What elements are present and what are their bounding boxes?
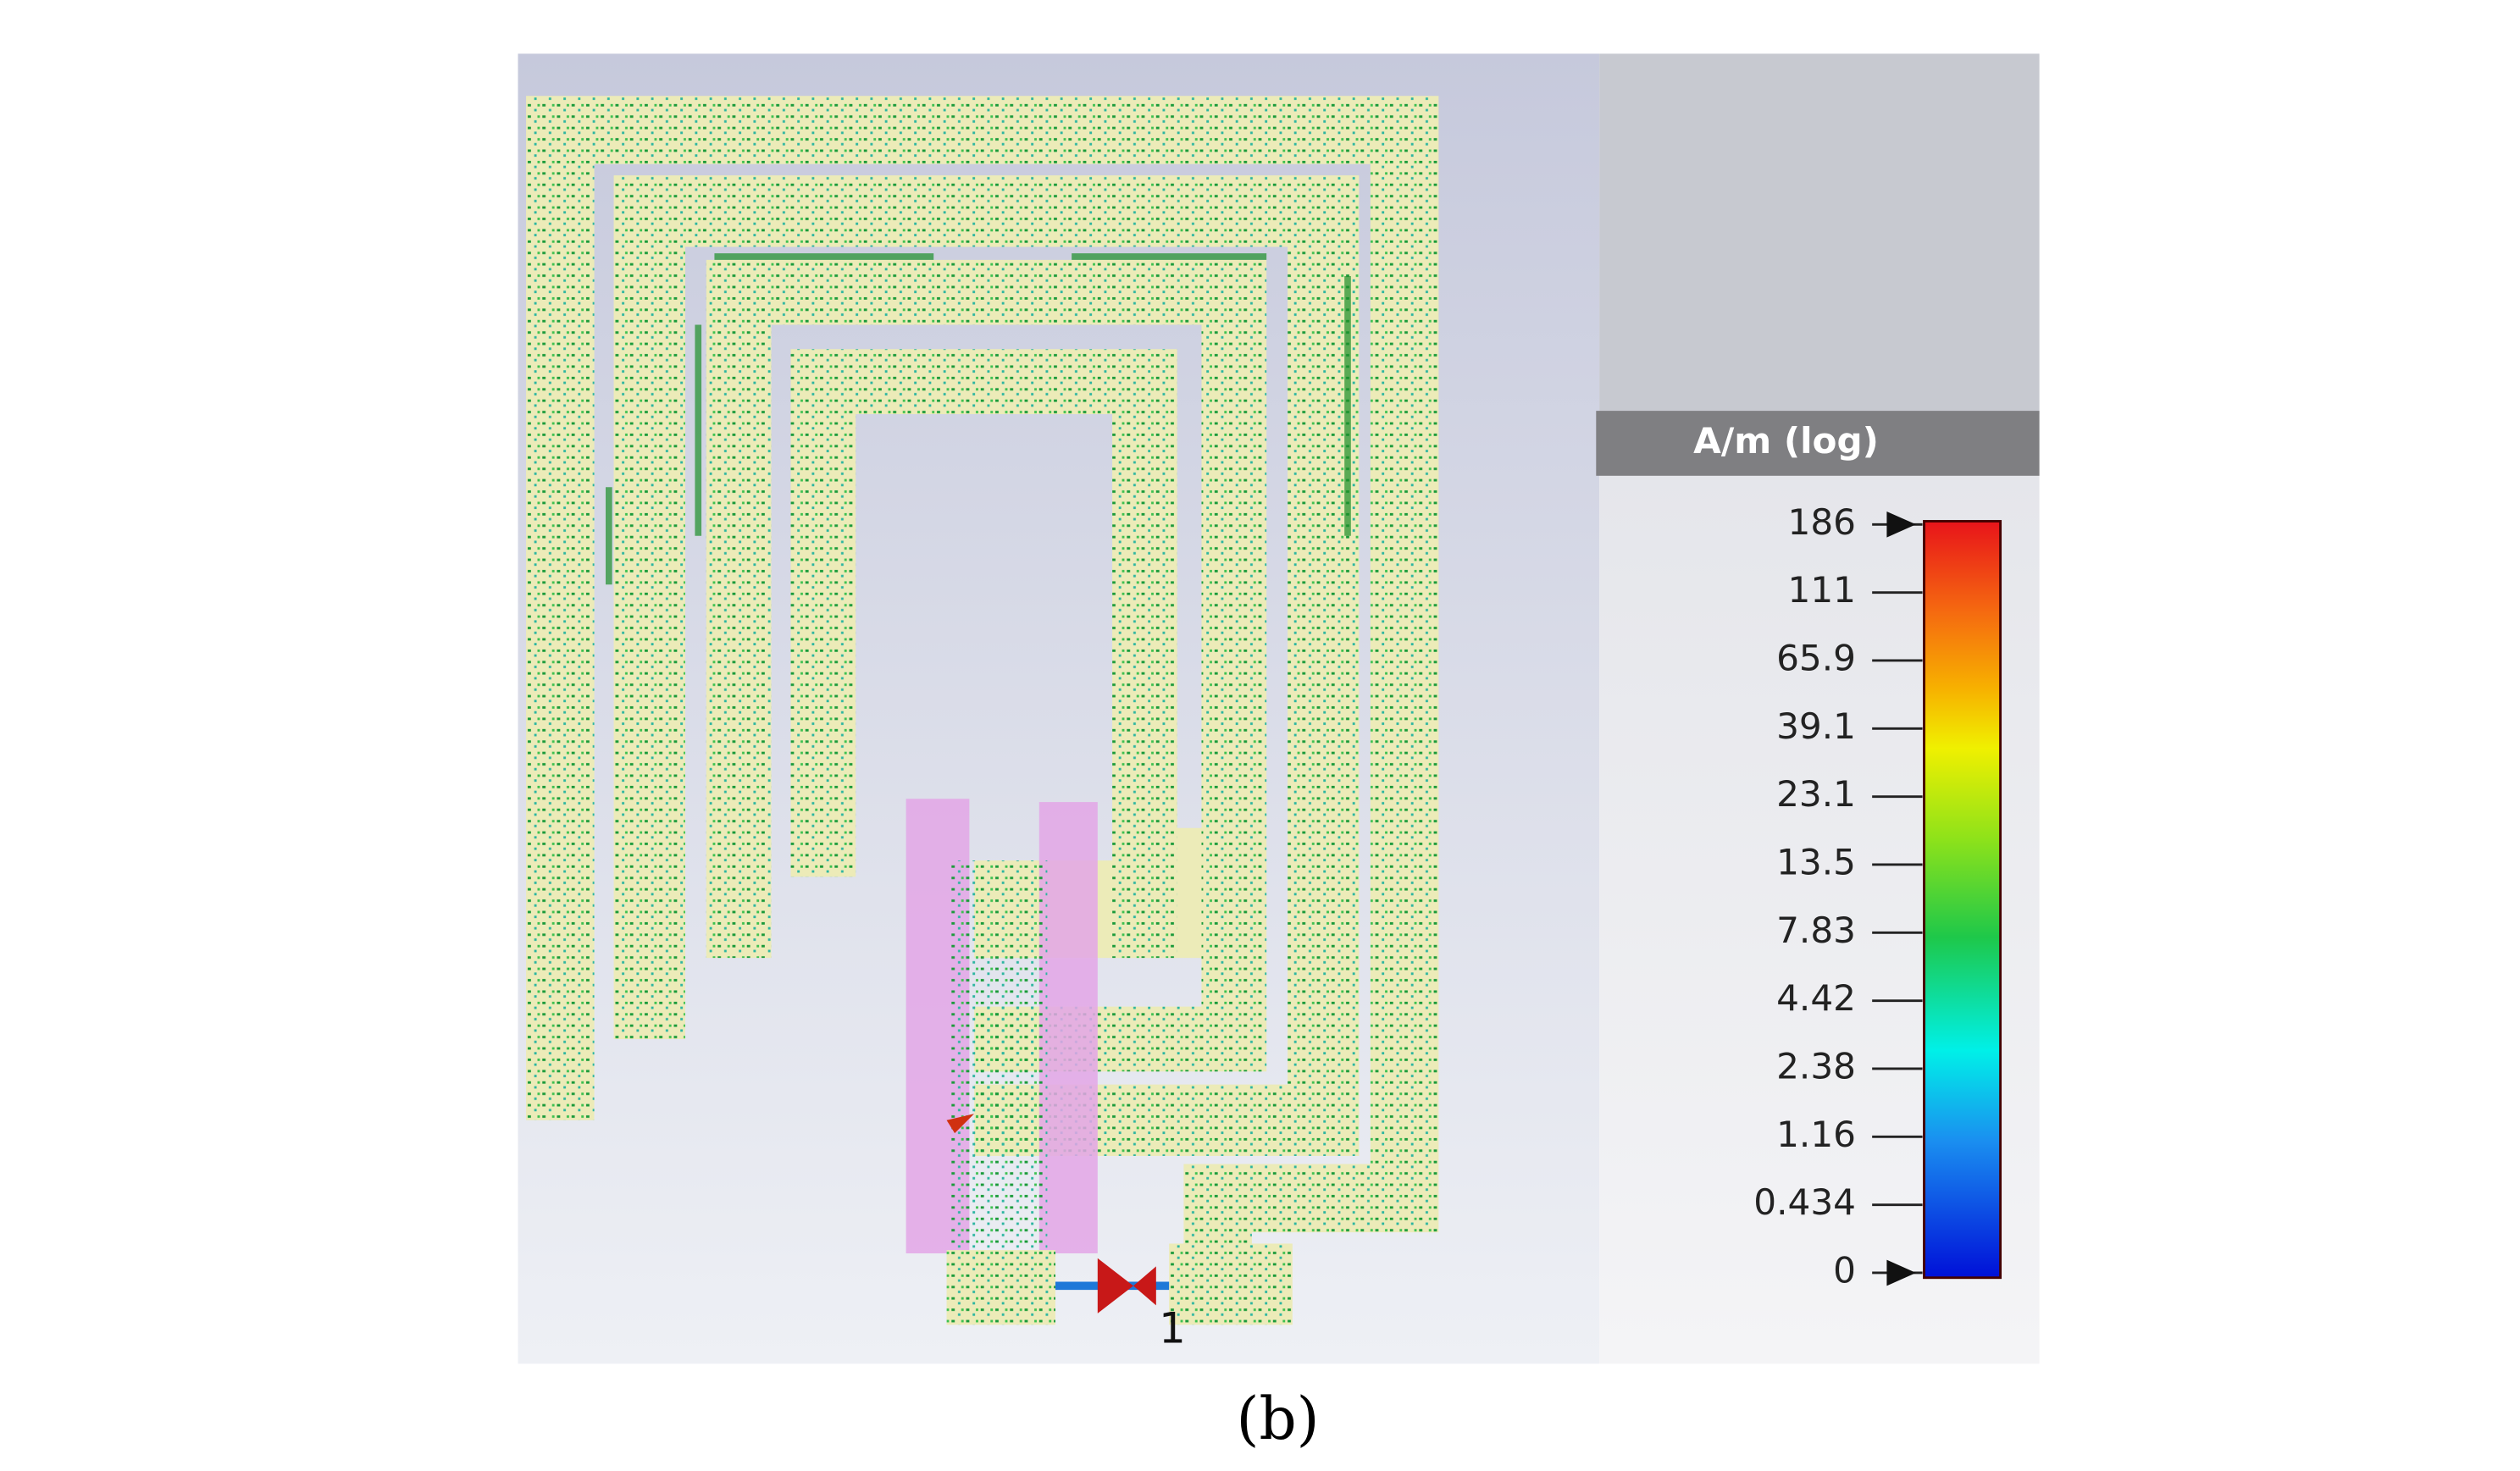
port-marker	[1097, 1258, 1156, 1313]
tick-label: 2.38	[1776, 1045, 1856, 1087]
port-label: 1	[1159, 1303, 1186, 1352]
pad	[946, 1250, 1055, 1325]
tick-label: 186	[1788, 501, 1856, 543]
colorbar	[1923, 520, 2002, 1280]
tick-label: 39.1	[1776, 705, 1856, 747]
tick-label: 23.1	[1776, 773, 1856, 815]
tick-arrow	[1886, 1259, 1916, 1286]
pad	[1169, 1243, 1293, 1325]
tick-label: 1.16	[1776, 1114, 1856, 1155]
hotspot	[946, 1114, 975, 1134]
tick-label: 7.83	[1776, 910, 1856, 951]
legend-ticks: 186 111 65.9 39.1 23.1 13.5 7.83 4.42 2.38 1.16 0.…	[1753, 501, 1923, 1291]
tick-label: 111	[1788, 569, 1856, 611]
tick-arrow	[1886, 511, 1916, 538]
legend-title: A/m (log)	[1693, 420, 1879, 462]
feed-currents	[950, 860, 1048, 1251]
caption: (b)	[1237, 1385, 1320, 1453]
legend-header	[1596, 411, 2040, 476]
tick-label: 0.434	[1753, 1181, 1856, 1223]
tick-label: 4.42	[1776, 977, 1856, 1019]
tick-label: 13.5	[1776, 841, 1856, 882]
feed-strip	[1038, 802, 1098, 1253]
tick-label: 0	[1833, 1249, 1856, 1291]
panel-top	[1599, 53, 2040, 414]
tick-label: 65.9	[1776, 637, 1856, 678]
